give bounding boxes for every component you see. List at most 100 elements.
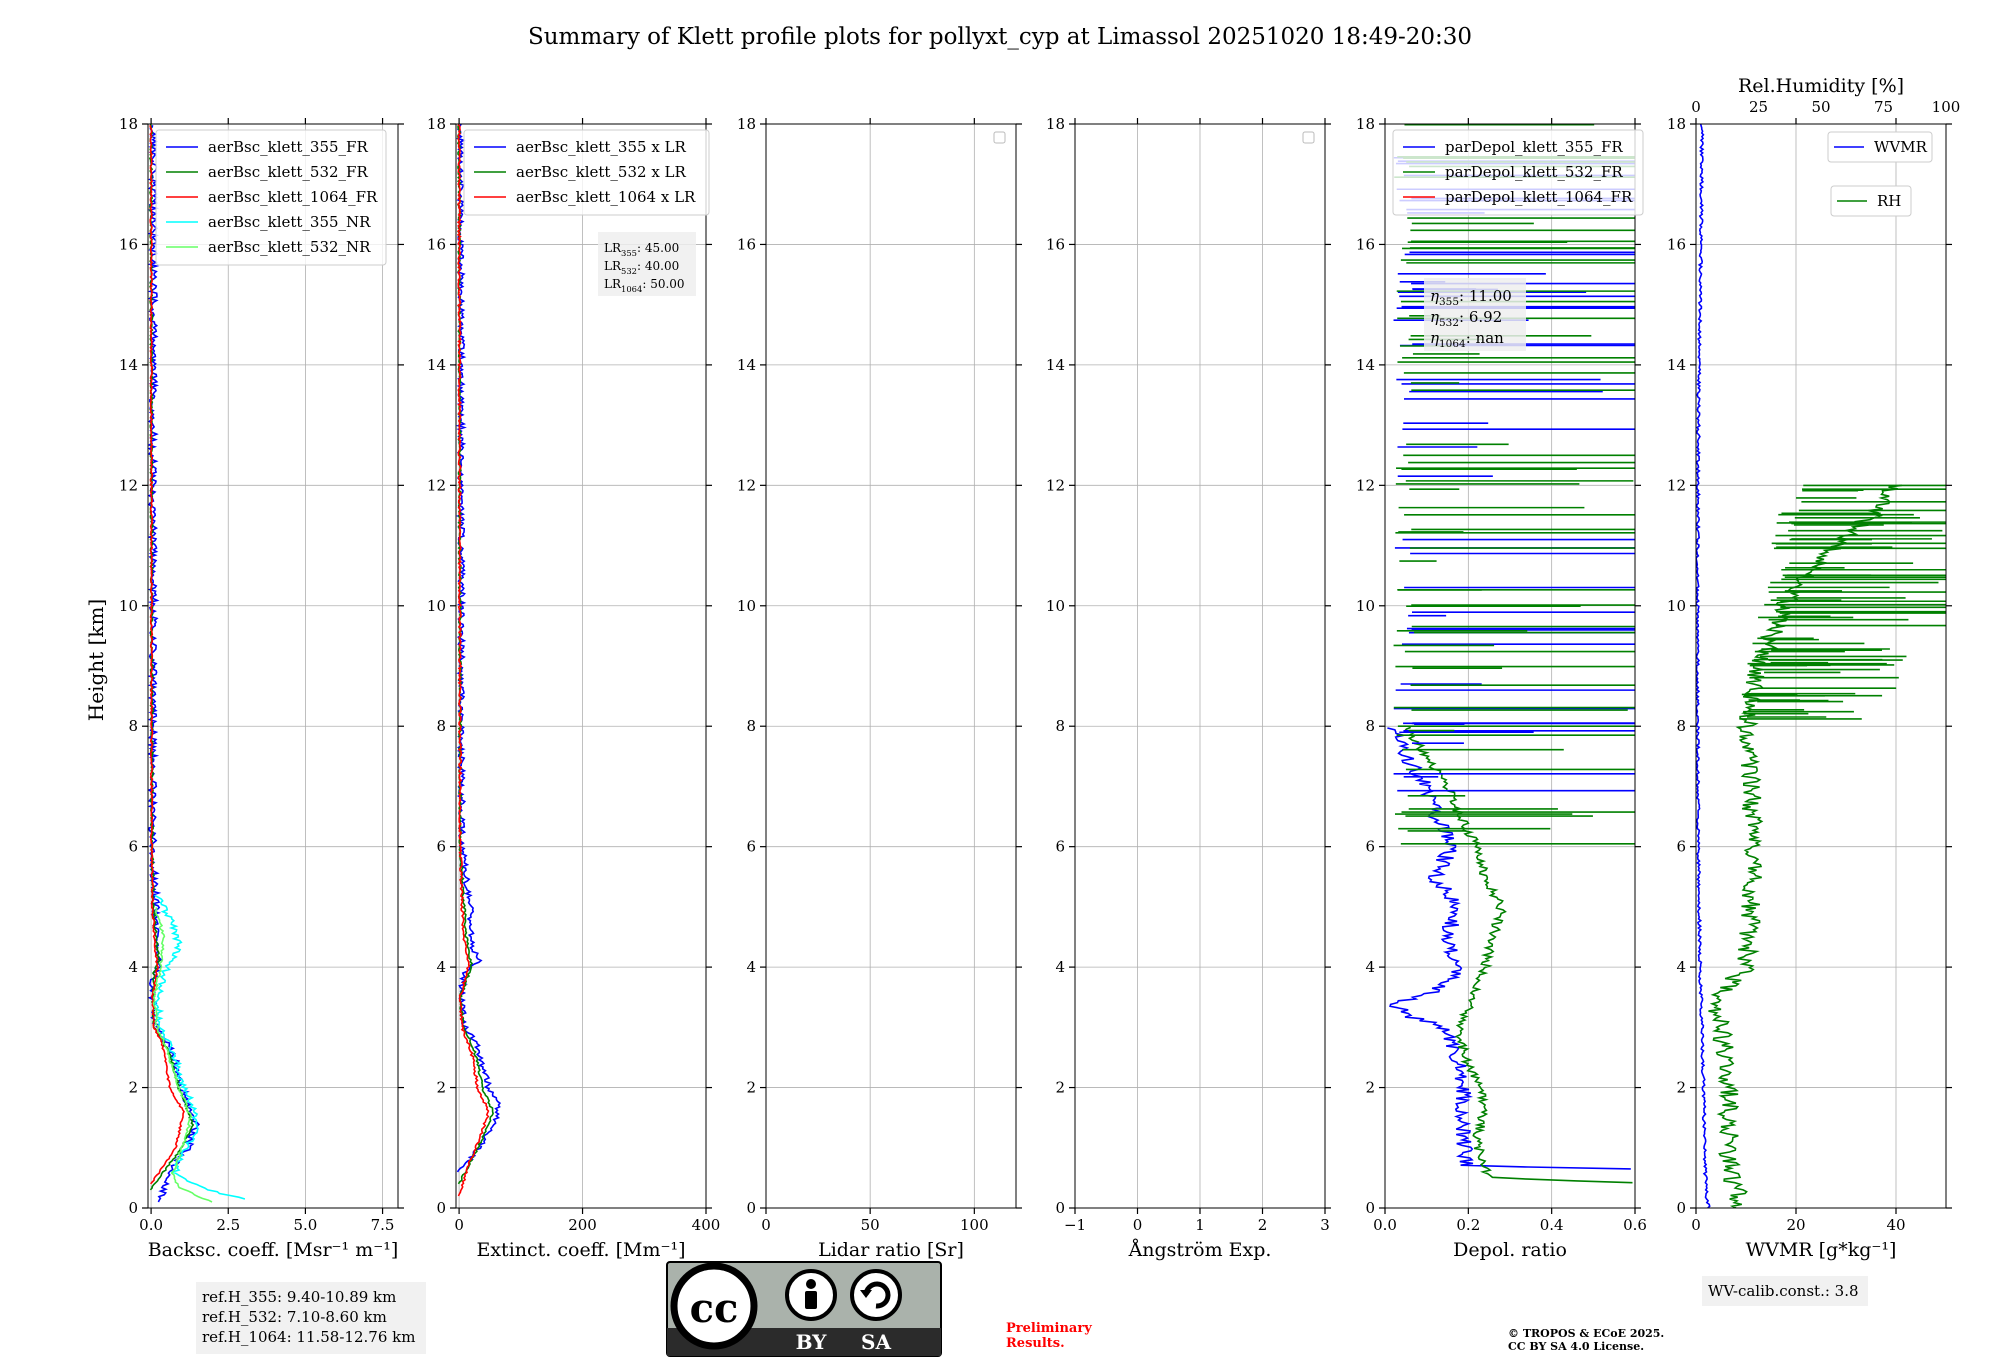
ref-height-line: ref.H_355: 9.40-10.89 km <box>202 1288 396 1306</box>
eta_box-line-prefix: η <box>1430 308 1439 326</box>
lr_box-line-value: : 50.00 <box>642 277 684 291</box>
lr_box-line-value: : 40.00 <box>637 259 679 273</box>
top-tick-label: 0 <box>1691 98 1701 116</box>
cc-circle-icon <box>670 1262 758 1350</box>
ref-height-line: ref.H_1064: 11.58-12.76 km <box>202 1328 415 1346</box>
legend-entry-label: aerBsc_klett_355_FR <box>208 138 368 156</box>
x-tick-label: 20 <box>1786 1216 1805 1234</box>
y-tick-label: 2 <box>1365 1079 1375 1097</box>
series-line-aerBsc_klett_355 x LR <box>456 124 502 1173</box>
eta_box-line-prefix: η <box>1430 329 1439 347</box>
y-tick-label: 6 <box>1676 838 1686 856</box>
y-tick-label: 12 <box>119 476 138 494</box>
y-tick-label: 2 <box>1055 1079 1065 1097</box>
wv-calib-const: WV-calib.const.: 3.8 <box>1708 1282 1859 1300</box>
y-tick-label: 14 <box>119 356 138 374</box>
grid <box>148 123 398 1209</box>
legend: aerBsc_klett_355_FR aerBsc_klett_532_FRae… <box>155 129 387 266</box>
y-tick-label: 0 <box>436 1199 446 1217</box>
legend-entry-label: WVMR <box>1874 138 1928 156</box>
x-tick-label: 3 <box>1320 1216 1330 1234</box>
y-tick-label: 10 <box>1667 597 1686 615</box>
top-tick-label: 25 <box>1749 98 1768 116</box>
top-tick-label: 100 <box>1932 98 1961 116</box>
y-tick-label: 18 <box>1667 115 1686 133</box>
y-tick-label: 18 <box>1046 115 1065 133</box>
y-tick-label: 4 <box>746 958 756 976</box>
legend-box <box>1392 129 1644 216</box>
y-tick-label: 0 <box>1365 1199 1375 1217</box>
top-axis-label: Rel.Humidity [%] <box>1738 75 1904 97</box>
lr_box-line-prefix: LR <box>604 259 622 273</box>
panel-6: 0 2 4 6 8 10 12 14 16 18 0 20 40 WVMR [g*kg⁻¹] 0 25 50 75… <box>1667 75 1960 1261</box>
badge-by-label: BY <box>796 1330 828 1354</box>
x-axis-label: Extinct. coeff. [Mm⁻¹] <box>476 1239 685 1261</box>
y-tick-label: 10 <box>1356 597 1375 615</box>
y-tick-label: 4 <box>1055 958 1065 976</box>
series-line-aerBsc_klett_1064 x LR <box>456 124 490 1197</box>
x-tick-label: 200 <box>568 1216 597 1234</box>
x-tick-label: 40 <box>1886 1216 1905 1234</box>
y-tick-label: 4 <box>436 958 446 976</box>
legend-entry-label: aerBsc_klett_1064_FR <box>208 188 378 206</box>
cc-logo-text: cc <box>690 1285 739 1332</box>
eta_box-line-value: : 6.92 <box>1459 308 1502 326</box>
y-tick-label: 6 <box>436 838 446 856</box>
y-tick-label: 0 <box>128 1199 138 1217</box>
series-line-parDepol_klett_532_FR <box>1403 726 1633 1184</box>
series-line-aerBsc_klett_1064_FR <box>149 125 185 1185</box>
panel-5: 0 2 4 6 8 10 12 14 16 18 0.0 0.2 0.4 0.6 Depol. ratio p… <box>1356 115 1647 1261</box>
y-tick-label: 8 <box>128 717 138 735</box>
wv-calib-box: WV-calib.const.: 3.8 <box>1702 1276 1868 1306</box>
axes-frame <box>455 123 707 1209</box>
y-tick-label: 10 <box>119 597 138 615</box>
eta_box-box-bg <box>1424 278 1526 351</box>
y-tick-label: 8 <box>1365 717 1375 735</box>
legend-entry-label: RH <box>1877 192 1901 210</box>
x-tick-label: 50 <box>861 1216 880 1234</box>
y-tick-label: 2 <box>436 1079 446 1097</box>
by-person-icon-body <box>805 1291 817 1309</box>
sa-share-icon-arrow <box>860 1290 872 1298</box>
sa-share-icon-bg <box>850 1269 902 1321</box>
x-tick-label: 100 <box>960 1216 989 1234</box>
legend-entry-label: aerBsc_klett_355_NR <box>208 213 371 231</box>
y-tick-label: 2 <box>1676 1079 1686 1097</box>
y-tick-label: 10 <box>427 597 446 615</box>
y-tick-label: 12 <box>1046 476 1065 494</box>
series-line-RH <box>1708 484 1903 1208</box>
y-tick-label: 4 <box>128 958 138 976</box>
legend-box <box>155 129 387 266</box>
legend-wvmr: WVMR <box>1827 131 1933 163</box>
x-tick-label: −1 <box>1064 1216 1086 1234</box>
y-tick-label: 18 <box>737 115 756 133</box>
series-line-aerBsc_klett_355_FR <box>148 125 201 1203</box>
y-tick-label: 2 <box>128 1079 138 1097</box>
badge-sa-label: SA <box>861 1330 891 1354</box>
panel-1: 0 2 4 6 8 10 12 14 16 18 0.0 2.5 5.0 7.5 Backsc. coeff… <box>119 115 404 1261</box>
axes-frame <box>1695 123 1947 1209</box>
legend-rh: RH <box>1830 185 1912 217</box>
plot-area <box>148 124 246 1203</box>
x-tick-label: 2.5 <box>216 1216 240 1234</box>
x-axis-label: Ångström Exp. <box>1128 1239 1272 1261</box>
lr_box-line: LR532: 40.00 <box>604 259 679 276</box>
copyright-note: CC BY SA 4.0 License. <box>1508 1340 1644 1353</box>
empty-legend-marker <box>1302 131 1315 144</box>
axes-frame <box>1384 123 1636 1209</box>
legend-box <box>463 129 710 216</box>
series-line-aerBsc_klett_532_NR <box>152 907 213 1203</box>
eta_box-line-subscript: 355 <box>1439 296 1459 308</box>
x-axis-label: Backsc. coeff. [Msr⁻¹ m⁻¹] <box>148 1239 399 1261</box>
ref-height-line: ref.H_532: 7.10-8.60 km <box>202 1308 387 1326</box>
x-axis-label: Depol. ratio <box>1453 1239 1567 1261</box>
eta_box-line: η1064: nan <box>1430 329 1504 350</box>
preliminary-results-note: Preliminary <box>1006 1321 1092 1336</box>
y-tick-label: 6 <box>1055 838 1065 856</box>
x-tick-label: 1 <box>1195 1216 1205 1234</box>
lr_box-box-bg <box>598 232 696 296</box>
